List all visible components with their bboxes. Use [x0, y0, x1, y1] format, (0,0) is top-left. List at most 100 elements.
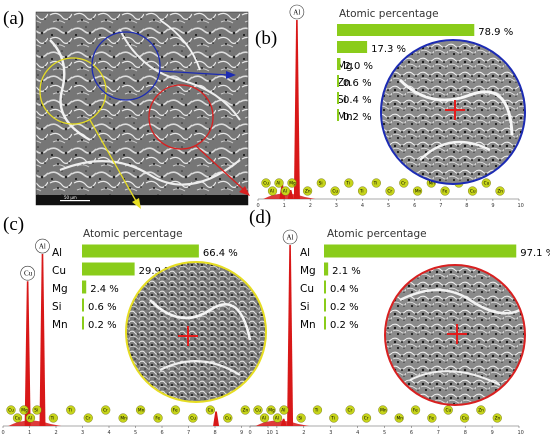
spectrum-peak [293, 20, 300, 199]
bar-value-label: 78.9 % [478, 27, 513, 38]
x-tick-label: 3 [329, 430, 332, 436]
element-tag-label: Cr [364, 416, 369, 422]
spectrum-background [255, 420, 310, 426]
element-tag [412, 186, 423, 196]
panel-label-a: (a) [3, 8, 24, 29]
element-tag-label: Mn [138, 408, 145, 414]
element-tag [399, 178, 409, 188]
x-tick-label: 9 [491, 203, 494, 209]
element-tag-label: Fe [413, 408, 418, 414]
bar-value-label: 0.6 % [343, 78, 372, 89]
bar-mn [337, 109, 339, 121]
element-tag [316, 178, 326, 188]
element-label: Al [52, 247, 62, 259]
element-tag [476, 405, 486, 415]
bar-value-label: 2.0 % [344, 61, 373, 72]
element-tag-label: Cr [86, 416, 91, 422]
element-label: Cu [52, 265, 66, 277]
panel-b-chart: Atomic percentageAl78.9 %Cu17.3 %Mg2.0 %… [257, 4, 524, 209]
peak-label: Cu [24, 270, 33, 278]
element-tag-label: Cu [470, 189, 476, 195]
x-tick-label: 4 [356, 430, 359, 436]
x-tick-label: 6 [161, 430, 164, 436]
element-tag [6, 405, 16, 415]
x-tick-label: 5 [383, 430, 386, 436]
peak-label-circle [35, 238, 50, 254]
element-label: Mg [300, 265, 316, 277]
x-tick-label: 6 [410, 430, 413, 436]
element-tag-label: Zn [478, 408, 484, 414]
element-tag [240, 405, 250, 415]
element-tag [330, 186, 340, 196]
element-tag-label: Si [34, 408, 38, 414]
arrow-blue [159, 70, 236, 79]
element-tag-label: Al [283, 189, 287, 195]
x-tick-label: 4 [108, 430, 111, 436]
micrograph-a: 50 µm [35, 11, 249, 206]
peak-label-circle [282, 229, 298, 245]
element-tag [302, 186, 313, 196]
element-tag-label: Cu [462, 416, 468, 422]
x-tick-label: 10 [518, 203, 524, 209]
element-label: Mn [300, 319, 316, 331]
bar-zn [337, 75, 339, 87]
element-tag [345, 405, 355, 415]
bar-al [82, 244, 199, 258]
x-tick-label: 8 [214, 430, 217, 436]
element-tag-label: Cu [208, 408, 214, 414]
element-tag-label: Al [281, 408, 285, 414]
element-tag-label: Cr [103, 408, 108, 414]
element-tag [261, 178, 271, 188]
x-tick-label: 2 [55, 430, 58, 436]
element-tag [287, 178, 297, 188]
atomic-percentage-title: Atomic percentage [83, 228, 183, 240]
element-tag [83, 413, 93, 423]
element-tag-label: Cu [484, 181, 490, 187]
x-tick-label: 0 [257, 203, 260, 209]
bar-mg [324, 262, 329, 276]
zoom-circle-d [384, 264, 526, 406]
zoom-circle-c [125, 261, 267, 403]
bar-al [337, 24, 475, 36]
bar-al [324, 244, 517, 258]
element-label: Mn [52, 319, 68, 331]
peak-label: Al [286, 234, 293, 242]
bar-si [324, 298, 326, 312]
element-tag-label: Cu [446, 408, 452, 414]
x-tick-label: 7 [187, 430, 190, 436]
element-tag-label: Al [262, 416, 266, 422]
bar-value-label: 0.2 % [330, 302, 359, 313]
element-tag [495, 186, 505, 196]
element-tag-label: Zn [305, 189, 311, 195]
x-tick-label: 0 [2, 430, 5, 436]
element-tag-label: Mg [21, 408, 28, 414]
element-tag [427, 413, 437, 423]
element-tag-label: Ti [330, 416, 335, 422]
cross-marker [178, 326, 198, 346]
element-tag [101, 405, 111, 415]
x-tick-label: 3 [81, 430, 84, 436]
peak-label-circle [20, 265, 35, 281]
element-tag-label: Si [298, 416, 302, 422]
element-tag [266, 405, 276, 415]
panel-label-b: (b) [255, 28, 277, 49]
element-tag [329, 413, 339, 423]
spectrum-background [8, 420, 62, 426]
x-tick-label: 6 [413, 203, 416, 209]
cross-marker [445, 100, 465, 120]
element-tag [259, 413, 270, 423]
region-circle-red [148, 84, 214, 150]
element-tag-label: Mn [120, 416, 127, 422]
element-label: Si [300, 301, 310, 313]
element-tag [66, 405, 76, 415]
element-tag [19, 405, 29, 415]
x-tick-label: 0 [249, 430, 252, 436]
element-tag [280, 186, 291, 196]
bar-value-label: 0.4 % [330, 284, 359, 295]
bar-cu [337, 41, 368, 53]
peak-label-circle [289, 4, 305, 20]
arrow-red [195, 145, 250, 196]
element-tag [253, 405, 263, 415]
bar-value-label: 0.4 % [343, 95, 372, 106]
bar-value-label: 66.4 % [203, 248, 238, 259]
